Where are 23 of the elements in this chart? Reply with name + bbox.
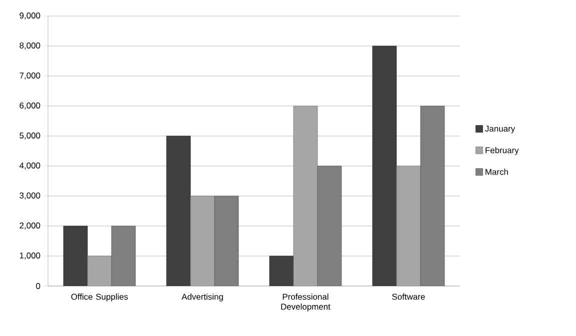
y-tick-label: 5,000 xyxy=(20,132,40,140)
y-tick-label: 2,000 xyxy=(20,222,40,230)
bar xyxy=(63,226,88,286)
x-tick-label: Software xyxy=(392,294,425,300)
bar xyxy=(269,256,294,286)
bar xyxy=(214,196,239,286)
legend-label: February xyxy=(486,147,519,155)
y-tick-label: 0 xyxy=(36,283,40,289)
legend-label: January xyxy=(485,126,516,134)
y-tick-label: 8,000 xyxy=(20,42,40,50)
x-tick-label: Advertising xyxy=(182,294,223,302)
x-tick-label: Office Supplies xyxy=(71,294,128,302)
y-tick-label: 9,000 xyxy=(20,12,40,20)
y-tick-label: 3,000 xyxy=(20,192,40,200)
y-tick-label: 4,000 xyxy=(19,162,40,170)
y-tick-label: 6,000 xyxy=(20,102,40,110)
y-tick-label: 7,000 xyxy=(20,72,40,80)
bar xyxy=(317,166,342,286)
x-tick-label: Professional Development xyxy=(281,294,330,312)
bar xyxy=(166,136,191,286)
legend-label: March xyxy=(486,168,508,175)
y-tick-label: 1,000 xyxy=(20,252,40,260)
bar xyxy=(372,46,397,286)
